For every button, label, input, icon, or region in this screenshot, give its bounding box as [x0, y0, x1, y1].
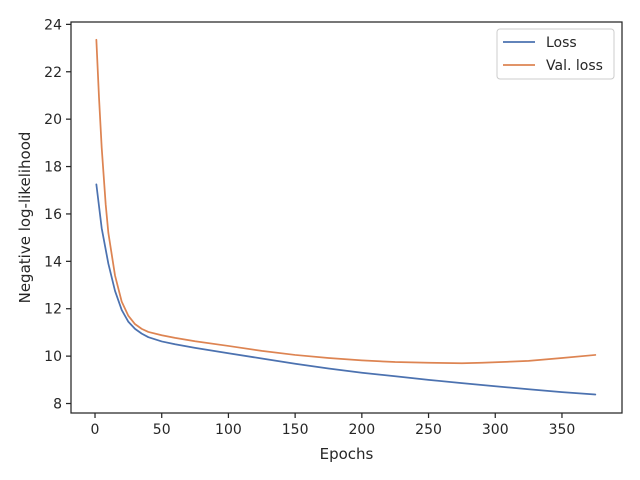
x-tick-label: 50	[153, 422, 171, 438]
legend-label-loss: Loss	[546, 35, 577, 51]
y-tick-label: 16	[44, 207, 62, 223]
y-tick-label: 18	[44, 160, 62, 176]
x-axis-label: Epochs	[320, 445, 374, 463]
x-tick-label: 100	[215, 422, 242, 438]
plot-frame	[70, 21, 623, 414]
plot-layer	[95, 38, 597, 396]
y-tick-label: 24	[44, 17, 62, 33]
y-tick-label: 22	[44, 65, 62, 81]
y-tick-label: 8	[53, 397, 62, 413]
y-tick-label: 14	[44, 254, 62, 270]
series-line-loss	[95, 183, 597, 396]
x-tick-label: 350	[549, 422, 576, 438]
legend-label-val-loss: Val. loss	[546, 58, 603, 74]
x-tick-label: 300	[482, 422, 509, 438]
y-tick-label: 20	[44, 112, 62, 128]
x-tick-label: 200	[348, 422, 375, 438]
x-tick-label: 0	[91, 422, 100, 438]
x-tick-label: 150	[282, 422, 309, 438]
y-tick-label: 10	[44, 349, 62, 365]
ticks-layer: 0 50 100 150 200 250 300 350 8 10 12 14 16 18 20 22 24	[44, 17, 575, 438]
x-tick-label: 250	[415, 422, 442, 438]
series-line-val-loss	[95, 38, 597, 365]
y-axis-label: Negative log-likelihood	[16, 132, 34, 304]
y-tick-label: 12	[44, 302, 62, 318]
legend: Loss Val. loss	[496, 28, 615, 80]
